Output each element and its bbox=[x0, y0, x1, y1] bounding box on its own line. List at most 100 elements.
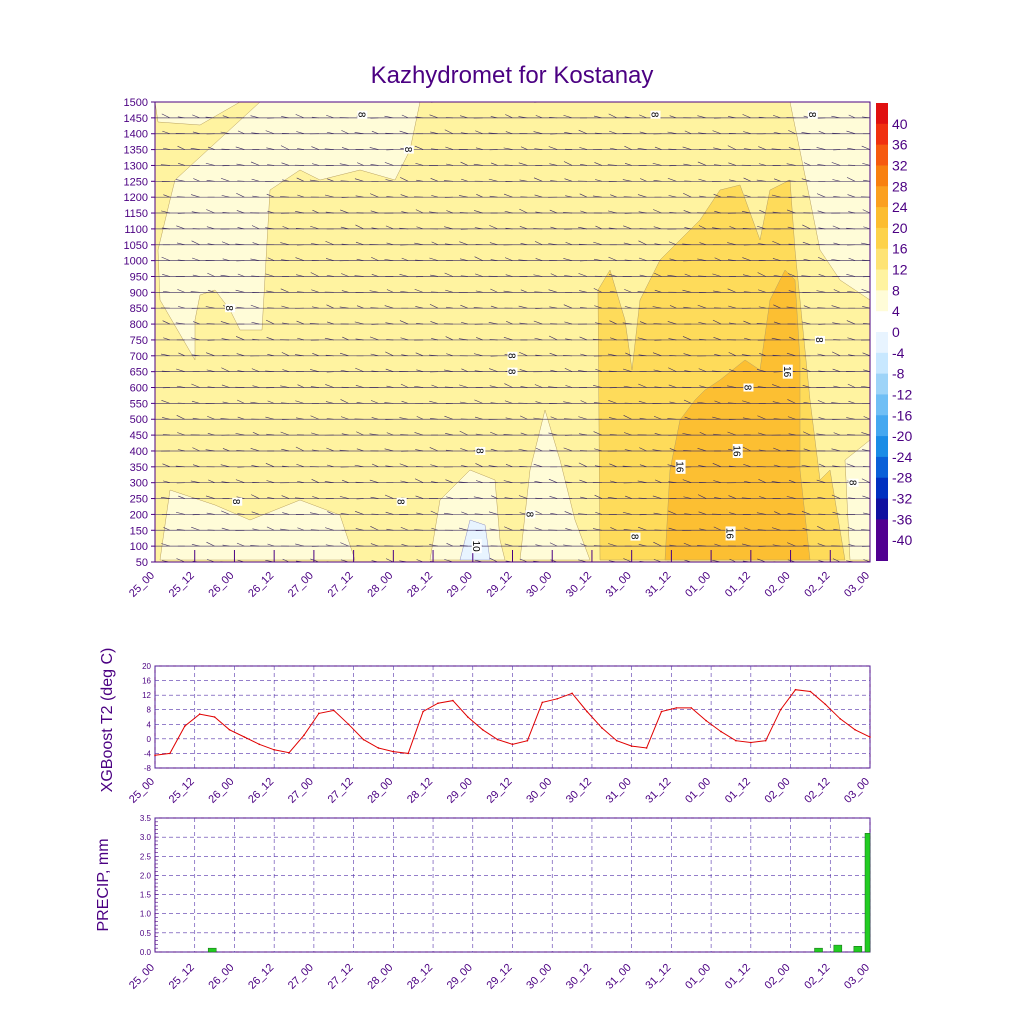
height-tick-label: 1400 bbox=[124, 129, 148, 141]
wind-barb bbox=[757, 529, 766, 531]
wind-barb bbox=[415, 259, 424, 261]
t2-point bbox=[332, 709, 335, 712]
wind-barb bbox=[564, 275, 573, 277]
wind-barb bbox=[773, 178, 781, 182]
wind-barb bbox=[833, 289, 841, 293]
t2-point bbox=[288, 751, 290, 754]
t2-time-label: 26_00 bbox=[206, 776, 236, 806]
wind-barb bbox=[207, 272, 215, 277]
t2-tick-label: -8 bbox=[144, 764, 152, 773]
wind-barb bbox=[325, 211, 334, 214]
wind-barb bbox=[155, 498, 156, 499]
wind-barb bbox=[280, 242, 290, 246]
precip-time-label: 29_00 bbox=[445, 962, 475, 992]
contour-label: 8 bbox=[741, 383, 754, 392]
wind-barb bbox=[563, 544, 573, 547]
contour-label: 8 bbox=[223, 304, 236, 313]
wind-barb bbox=[831, 448, 841, 452]
wind-barb bbox=[415, 116, 424, 119]
wind-barb bbox=[847, 147, 856, 150]
t2-point bbox=[764, 739, 767, 742]
wind-barb bbox=[326, 275, 334, 277]
wind-barb bbox=[354, 511, 364, 515]
wind-barb bbox=[639, 417, 647, 420]
wind-barb bbox=[579, 193, 588, 198]
t2-point bbox=[869, 736, 871, 738]
t2-y-axis: -8 -4 0 4 8 12 16 20 bbox=[142, 662, 151, 773]
wind-barb bbox=[863, 416, 870, 420]
t2-point bbox=[154, 754, 156, 757]
wind-barb bbox=[281, 448, 290, 452]
t2-grid bbox=[154, 665, 871, 769]
wind-barb bbox=[297, 194, 305, 198]
wind-barb bbox=[445, 433, 453, 436]
wind-barb bbox=[593, 431, 602, 436]
wind-barb bbox=[282, 369, 290, 372]
t2-point bbox=[854, 728, 856, 731]
precip-time-label: 30_12 bbox=[564, 962, 594, 992]
t2-point bbox=[228, 728, 231, 731]
wind-barb bbox=[608, 227, 617, 230]
wind-barb bbox=[177, 259, 185, 261]
wind-barb bbox=[535, 115, 543, 119]
wind-barb bbox=[265, 130, 275, 135]
contour-label-text: 8 bbox=[649, 112, 660, 118]
t2-point bbox=[347, 723, 350, 726]
wind-barb bbox=[578, 243, 588, 246]
height-tick-label: 150 bbox=[130, 525, 148, 537]
wind-barb bbox=[384, 162, 394, 166]
wind-barb bbox=[429, 303, 439, 309]
wind-barb bbox=[459, 212, 468, 214]
wind-barb bbox=[296, 131, 305, 135]
wind-barb bbox=[608, 113, 617, 119]
wind-barb bbox=[787, 399, 796, 404]
wind-barb bbox=[340, 416, 349, 420]
height-tick-label: 200 bbox=[130, 509, 148, 521]
wind-barb bbox=[488, 511, 498, 515]
wind-barb bbox=[637, 337, 647, 341]
wind-barb bbox=[236, 210, 245, 214]
wind-barb bbox=[505, 320, 513, 325]
wind-barb bbox=[771, 194, 781, 198]
wind-barb bbox=[608, 370, 617, 372]
wind-barb bbox=[250, 115, 260, 119]
wind-barb bbox=[415, 352, 424, 357]
precip-time-label: 02_00 bbox=[763, 962, 793, 992]
wind-barb bbox=[624, 145, 632, 150]
wind-barb bbox=[609, 463, 617, 468]
wind-barb bbox=[251, 465, 260, 468]
wind-barb bbox=[816, 433, 826, 436]
wind-barb bbox=[265, 463, 275, 468]
height-tick-label: 1000 bbox=[124, 256, 148, 268]
cross-section-panel: 50 100 150 200 250 300 350 400 450 500 550 600 650 70… bbox=[124, 97, 873, 600]
wind-barb bbox=[533, 320, 543, 325]
wind-barb bbox=[251, 225, 260, 230]
t2-point bbox=[377, 747, 380, 749]
wind-barb bbox=[772, 114, 781, 119]
wind-barb bbox=[354, 321, 364, 325]
contour-label-text: 16 bbox=[724, 528, 735, 540]
t2-tick-label: 16 bbox=[142, 677, 151, 686]
t2-point bbox=[630, 745, 633, 747]
wind-barb bbox=[712, 416, 722, 420]
wind-barb bbox=[624, 289, 632, 293]
wind-barb bbox=[772, 240, 781, 246]
wind-barb bbox=[252, 242, 260, 246]
wind-barb bbox=[728, 305, 737, 309]
wind-barb bbox=[445, 449, 453, 452]
wind-barb bbox=[518, 305, 528, 309]
wind-barb bbox=[623, 225, 632, 230]
wind-barb bbox=[355, 195, 364, 198]
wind-barb bbox=[385, 322, 394, 325]
wind-barb bbox=[714, 400, 722, 404]
wind-barb bbox=[832, 511, 841, 515]
wind-barb bbox=[653, 369, 662, 372]
wind-barb bbox=[490, 305, 498, 309]
wind-barb bbox=[475, 290, 483, 293]
wind-barb bbox=[772, 354, 781, 357]
precip-tick-label: 1.0 bbox=[140, 910, 152, 919]
wind-barb bbox=[578, 370, 588, 372]
wind-barb bbox=[758, 146, 766, 150]
wind-barb bbox=[564, 418, 573, 420]
fill-pale-top-right bbox=[789, 102, 870, 301]
